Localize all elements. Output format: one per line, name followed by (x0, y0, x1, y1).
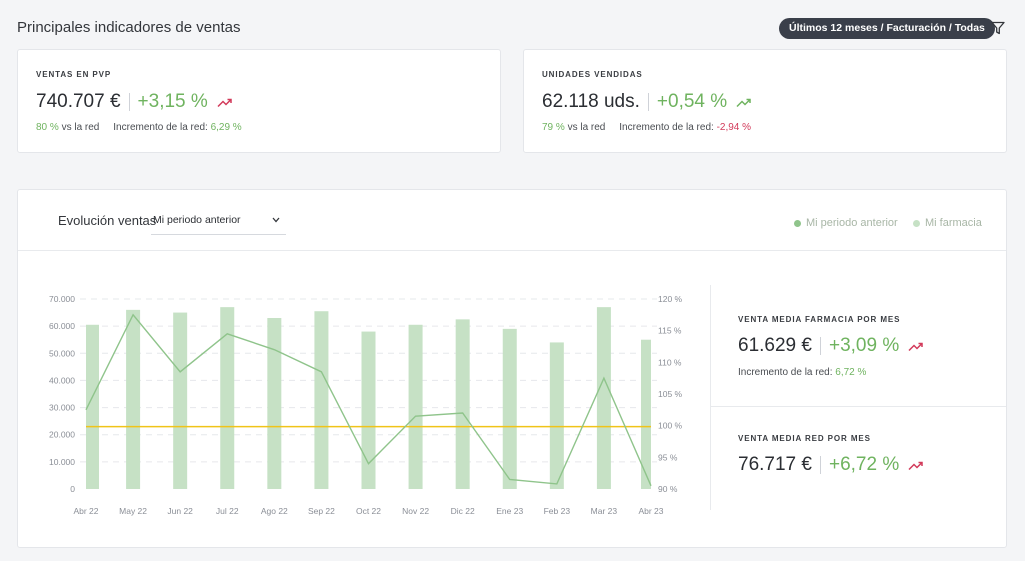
y2-tick-label: 95 % (658, 452, 678, 462)
comparison-select[interactable]: Mi periodo anterior (151, 206, 286, 235)
y-tick-label: 0 (70, 484, 75, 494)
growth-line (85, 313, 652, 487)
divider (128, 93, 130, 111)
bar (596, 307, 611, 489)
side-stat-value: 76.717 € (738, 454, 812, 475)
side-stat-label: VENTA MEDIA FARMACIA POR MES (738, 315, 901, 324)
kpi-card-ventas: VENTAS EN PVP 740.707 € +3,15 % 80 % vs … (17, 49, 501, 153)
bar (361, 331, 376, 489)
x-tick-label: Ago 22 (261, 506, 288, 516)
comparison-select-value: Mi periodo anterior (153, 214, 241, 226)
y2-tick-label: 115 % (658, 326, 682, 336)
y-tick-label: 30.000 (49, 403, 75, 413)
divider (647, 93, 649, 111)
kpi-change: +0,54 % (656, 91, 728, 112)
x-tick-label: Feb 23 (544, 506, 571, 516)
page-title: Principales indicadores de ventas (17, 19, 241, 36)
kpi-label: VENTAS EN PVP (36, 70, 112, 79)
trend-up-icon (908, 461, 923, 470)
x-tick-label: Nov 22 (402, 506, 429, 516)
chevron-down-icon (272, 217, 280, 223)
kpi-increment-value: 6,29 % (210, 122, 242, 133)
y-tick-label: 10.000 (49, 457, 75, 467)
side-stat-value: 61.629 € (738, 335, 812, 356)
bar (173, 312, 188, 489)
trend-up-icon (217, 98, 232, 107)
bar (86, 324, 99, 489)
kpi-network-label: vs la red (61, 122, 100, 133)
y2-tick-label: 105 % (658, 389, 683, 399)
kpi-network-label: vs la red (567, 122, 606, 133)
bar (408, 324, 423, 489)
kpi-increment-value: -2,94 % (716, 122, 752, 133)
side-stat-change: +6,72 % (828, 454, 900, 475)
x-tick-label: Abr 23 (638, 506, 663, 516)
bar (314, 311, 329, 489)
kpi-increment-label: Incremento de la red: (113, 122, 208, 133)
x-tick-label: May 22 (119, 506, 147, 516)
trend-up-icon (908, 342, 923, 351)
evolution-title: Evolución ventas (58, 213, 157, 228)
legend-dot (794, 219, 801, 227)
bar (455, 319, 470, 489)
kpi-value: 62.118 uds. (542, 91, 640, 112)
side-stat-label: VENTA MEDIA RED POR MES (738, 434, 871, 443)
kpi-label: UNIDADES VENDIDAS (542, 70, 643, 79)
side-stat-change: +3,09 % (828, 335, 900, 356)
bar (267, 318, 282, 489)
y-tick-label: 50.000 (49, 348, 75, 358)
y-tick-label: 20.000 (49, 430, 75, 440)
bar (126, 309, 141, 489)
bar (641, 339, 651, 489)
y-tick-label: 60.000 (49, 321, 75, 331)
legend-item-farmacia[interactable]: Mi farmacia (913, 217, 982, 229)
bar (502, 328, 517, 489)
x-tick-label: Jul 22 (216, 506, 239, 516)
y-tick-label: 70.000 (49, 294, 75, 304)
kpi-network-pct: 80 % (36, 122, 59, 133)
y2-tick-label: 110 % (658, 357, 682, 367)
side-stat-sub-label: Incremento de la red: (738, 367, 833, 378)
divider (819, 456, 821, 474)
kpi-increment-label: Incremento de la red: (619, 122, 714, 133)
y2-tick-label: 120 % (658, 294, 683, 304)
sales-evolution-chart: 0 10.000 20.000 30.000 40.000 50.000 60.000 70.… (49, 294, 683, 516)
legend-dot (913, 219, 920, 227)
bar (549, 342, 564, 489)
kpi-value: 740.707 € (36, 91, 121, 112)
evolution-card: Evolución ventas Mi periodo anterior Mi … (17, 189, 1007, 548)
bar (220, 307, 235, 489)
period-filter-pill[interactable]: Últimos 12 meses / Facturación / Todas (779, 18, 995, 39)
legend-label: Mi periodo anterior (806, 217, 898, 229)
x-tick-label: Ene 23 (496, 506, 523, 516)
x-tick-label: Abr 22 (73, 506, 98, 516)
divider (18, 250, 1006, 251)
filter-icon[interactable] (991, 21, 1005, 35)
legend-label: Mi farmacia (925, 217, 982, 229)
kpi-change: +3,15 % (137, 91, 208, 112)
legend-item-anterior[interactable]: Mi periodo anterior (794, 217, 898, 229)
y2-tick-label: 100 % (658, 421, 683, 431)
kpi-card-unidades: UNIDADES VENDIDAS 62.118 uds. +0,54 % 79… (523, 49, 1007, 153)
x-tick-label: Dic 22 (451, 506, 475, 516)
side-stat-sub-value: 6,72 % (835, 367, 867, 378)
divider (819, 337, 821, 355)
divider (711, 406, 1006, 407)
x-tick-label: Mar 23 (591, 506, 618, 516)
y2-tick-label: 90 % (658, 484, 678, 494)
x-tick-label: Jun 22 (167, 506, 193, 516)
divider (710, 285, 711, 510)
kpi-network-pct: 79 % (542, 122, 565, 133)
y-tick-label: 40.000 (49, 375, 75, 385)
x-tick-label: Oct 22 (356, 506, 381, 516)
trend-up-icon (736, 98, 751, 107)
x-tick-label: Sep 22 (308, 506, 335, 516)
